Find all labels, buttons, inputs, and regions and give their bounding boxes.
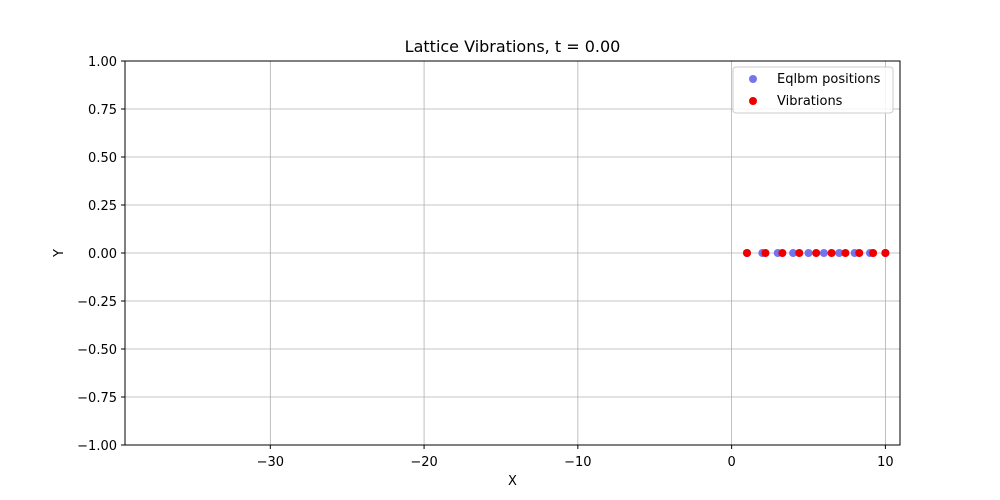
y-tick-label: −0.25 xyxy=(77,295,117,310)
y-tick-label: −0.75 xyxy=(77,391,117,406)
vibration-point xyxy=(827,249,836,257)
vibration-point xyxy=(742,249,751,257)
chart-title: Lattice Vibrations, t = 0.00 xyxy=(405,37,621,56)
eqlbm-point xyxy=(789,249,798,257)
y-tick-label: −0.50 xyxy=(77,343,117,358)
y-tick-label: 0.75 xyxy=(88,103,117,118)
x-axis-label: X xyxy=(508,474,517,489)
vibration-point xyxy=(881,249,890,257)
vibration-point xyxy=(761,249,770,257)
vibration-point xyxy=(855,249,864,257)
eqlbm-point xyxy=(819,249,828,257)
vibration-point xyxy=(812,249,821,257)
legend: Eqlbm positions Vibrations xyxy=(732,66,894,114)
legend-box xyxy=(732,66,894,114)
eqlbm-point xyxy=(804,249,813,257)
y-tick-label: 0.25 xyxy=(88,199,117,214)
y-axis-label: Y xyxy=(52,249,67,258)
x-tick-label: −10 xyxy=(564,455,591,470)
y-tick-label: −1.00 xyxy=(77,439,117,454)
y-tick-label: 1.00 xyxy=(88,55,117,70)
legend-marker-vibrations xyxy=(749,97,757,105)
x-tick-label: 0 xyxy=(727,455,735,470)
x-tick-label: 10 xyxy=(877,455,894,470)
legend-label-vibrations: Vibrations xyxy=(777,94,843,109)
vibration-point xyxy=(778,249,787,257)
vibration-point xyxy=(869,249,878,257)
data-points xyxy=(742,249,890,257)
legend-marker-eqlbm xyxy=(749,75,757,83)
x-tick-label: −20 xyxy=(410,455,437,470)
y-tick-label: 0.50 xyxy=(88,151,117,166)
eqlbm-point xyxy=(835,249,844,257)
legend-label-eqlbm: Eqlbm positions xyxy=(777,72,881,87)
axis-ticks: −30 −20 −10 0 10 −1.00 −0.75 −0.50 −0.25 0.00 0.25… xyxy=(77,55,894,470)
x-tick-label: −30 xyxy=(257,455,284,470)
vibration-point xyxy=(795,249,804,257)
plot-frame xyxy=(124,60,901,446)
vibration-point xyxy=(841,249,850,257)
y-tick-label: 0.00 xyxy=(88,247,117,262)
